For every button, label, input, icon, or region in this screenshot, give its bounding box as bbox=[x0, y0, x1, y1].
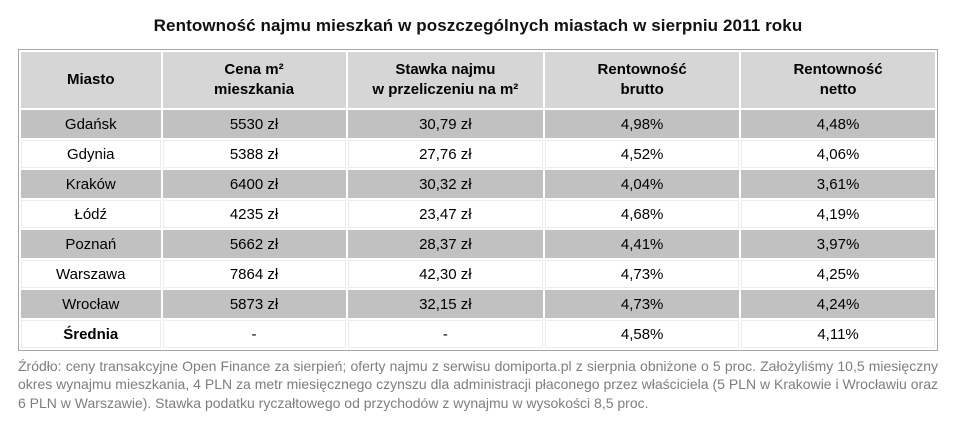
cell-gross: 4,52% bbox=[545, 140, 740, 168]
cell-net: 3,97% bbox=[741, 230, 935, 258]
cell-gross: 4,68% bbox=[545, 200, 740, 228]
cell-net: 4,06% bbox=[741, 140, 935, 168]
cell-net: 4,11% bbox=[741, 320, 935, 348]
footnote: Źródło: ceny transakcyjne Open Finance z… bbox=[18, 358, 938, 411]
cell-rent: 30,79 zł bbox=[347, 110, 544, 138]
cell-rent: 23,47 zł bbox=[347, 200, 544, 228]
cell-price: 7864 zł bbox=[162, 260, 346, 288]
cell-rent: 27,76 zł bbox=[347, 140, 544, 168]
header-cell-cena: Cena m² mieszkania bbox=[162, 52, 346, 108]
cell-price: 4235 zł bbox=[162, 200, 346, 228]
cell-net: 4,48% bbox=[741, 110, 935, 138]
cell-price: - bbox=[162, 320, 346, 348]
header-cell-rentownosc-netto: Rentowność netto bbox=[741, 52, 935, 108]
cell-gross: 4,98% bbox=[545, 110, 740, 138]
cell-rent: 32,15 zł bbox=[347, 290, 544, 318]
cell-gross: 4,73% bbox=[545, 290, 740, 318]
page-title: Rentowność najmu mieszkań w poszczególny… bbox=[153, 16, 803, 35]
cell-city: Łódź bbox=[21, 200, 161, 228]
cell-rent: 30,32 zł bbox=[347, 170, 544, 198]
table-header-row: Miasto Cena m² mieszkania Stawka najmu w… bbox=[21, 52, 935, 108]
cell-rent: 42,30 zł bbox=[347, 260, 544, 288]
page: Rentowność najmu mieszkań w poszczególny… bbox=[18, 16, 938, 411]
cell-city: Warszawa bbox=[21, 260, 161, 288]
cell-net: 4,19% bbox=[741, 200, 935, 228]
cell-gross: 4,58% bbox=[545, 320, 740, 348]
table-row-krakow: Kraków 6400 zł 30,32 zł 4,04% 3,61% bbox=[21, 170, 935, 198]
header-cell-stawka: Stawka najmu w przeliczeniu na m² bbox=[347, 52, 544, 108]
cell-city: Wrocław bbox=[21, 290, 161, 318]
table-row-gdynia: Gdynia 5388 zł 27,76 zł 4,52% 4,06% bbox=[21, 140, 935, 168]
table-row-lodz: Łódź 4235 zł 23,47 zł 4,68% 4,19% bbox=[21, 200, 935, 228]
cell-city: Poznań bbox=[21, 230, 161, 258]
cell-net: 4,24% bbox=[741, 290, 935, 318]
cell-rent: - bbox=[347, 320, 544, 348]
cell-city: Gdańsk bbox=[21, 110, 161, 138]
cell-price: 6400 zł bbox=[162, 170, 346, 198]
table-row-poznan: Poznań 5662 zł 28,37 zł 4,41% 3,97% bbox=[21, 230, 935, 258]
cell-gross: 4,41% bbox=[545, 230, 740, 258]
cell-price: 5530 zł bbox=[162, 110, 346, 138]
table-row-wroclaw: Wrocław 5873 zł 32,15 zł 4,73% 4,24% bbox=[21, 290, 935, 318]
header-cell-rentownosc-brutto: Rentowność brutto bbox=[545, 52, 740, 108]
cell-price: 5662 zł bbox=[162, 230, 346, 258]
cell-gross: 4,73% bbox=[545, 260, 740, 288]
cell-city: Średnia bbox=[21, 320, 161, 348]
cell-gross: 4,04% bbox=[545, 170, 740, 198]
cell-city: Kraków bbox=[21, 170, 161, 198]
cell-net: 4,25% bbox=[741, 260, 935, 288]
cell-price: 5873 zł bbox=[162, 290, 346, 318]
data-table: Miasto Cena m² mieszkania Stawka najmu w… bbox=[19, 50, 937, 350]
table-row-warszawa: Warszawa 7864 zł 42,30 zł 4,73% 4,25% bbox=[21, 260, 935, 288]
cell-net: 3,61% bbox=[741, 170, 935, 198]
table-row-gdansk: Gdańsk 5530 zł 30,79 zł 4,98% 4,48% bbox=[21, 110, 935, 138]
table-container: Miasto Cena m² mieszkania Stawka najmu w… bbox=[18, 49, 938, 351]
cell-city: Gdynia bbox=[21, 140, 161, 168]
header-cell-miasto: Miasto bbox=[21, 52, 161, 108]
table-row-srednia: Średnia - - 4,58% 4,11% bbox=[21, 320, 935, 348]
cell-rent: 28,37 zł bbox=[347, 230, 544, 258]
cell-price: 5388 zł bbox=[162, 140, 346, 168]
